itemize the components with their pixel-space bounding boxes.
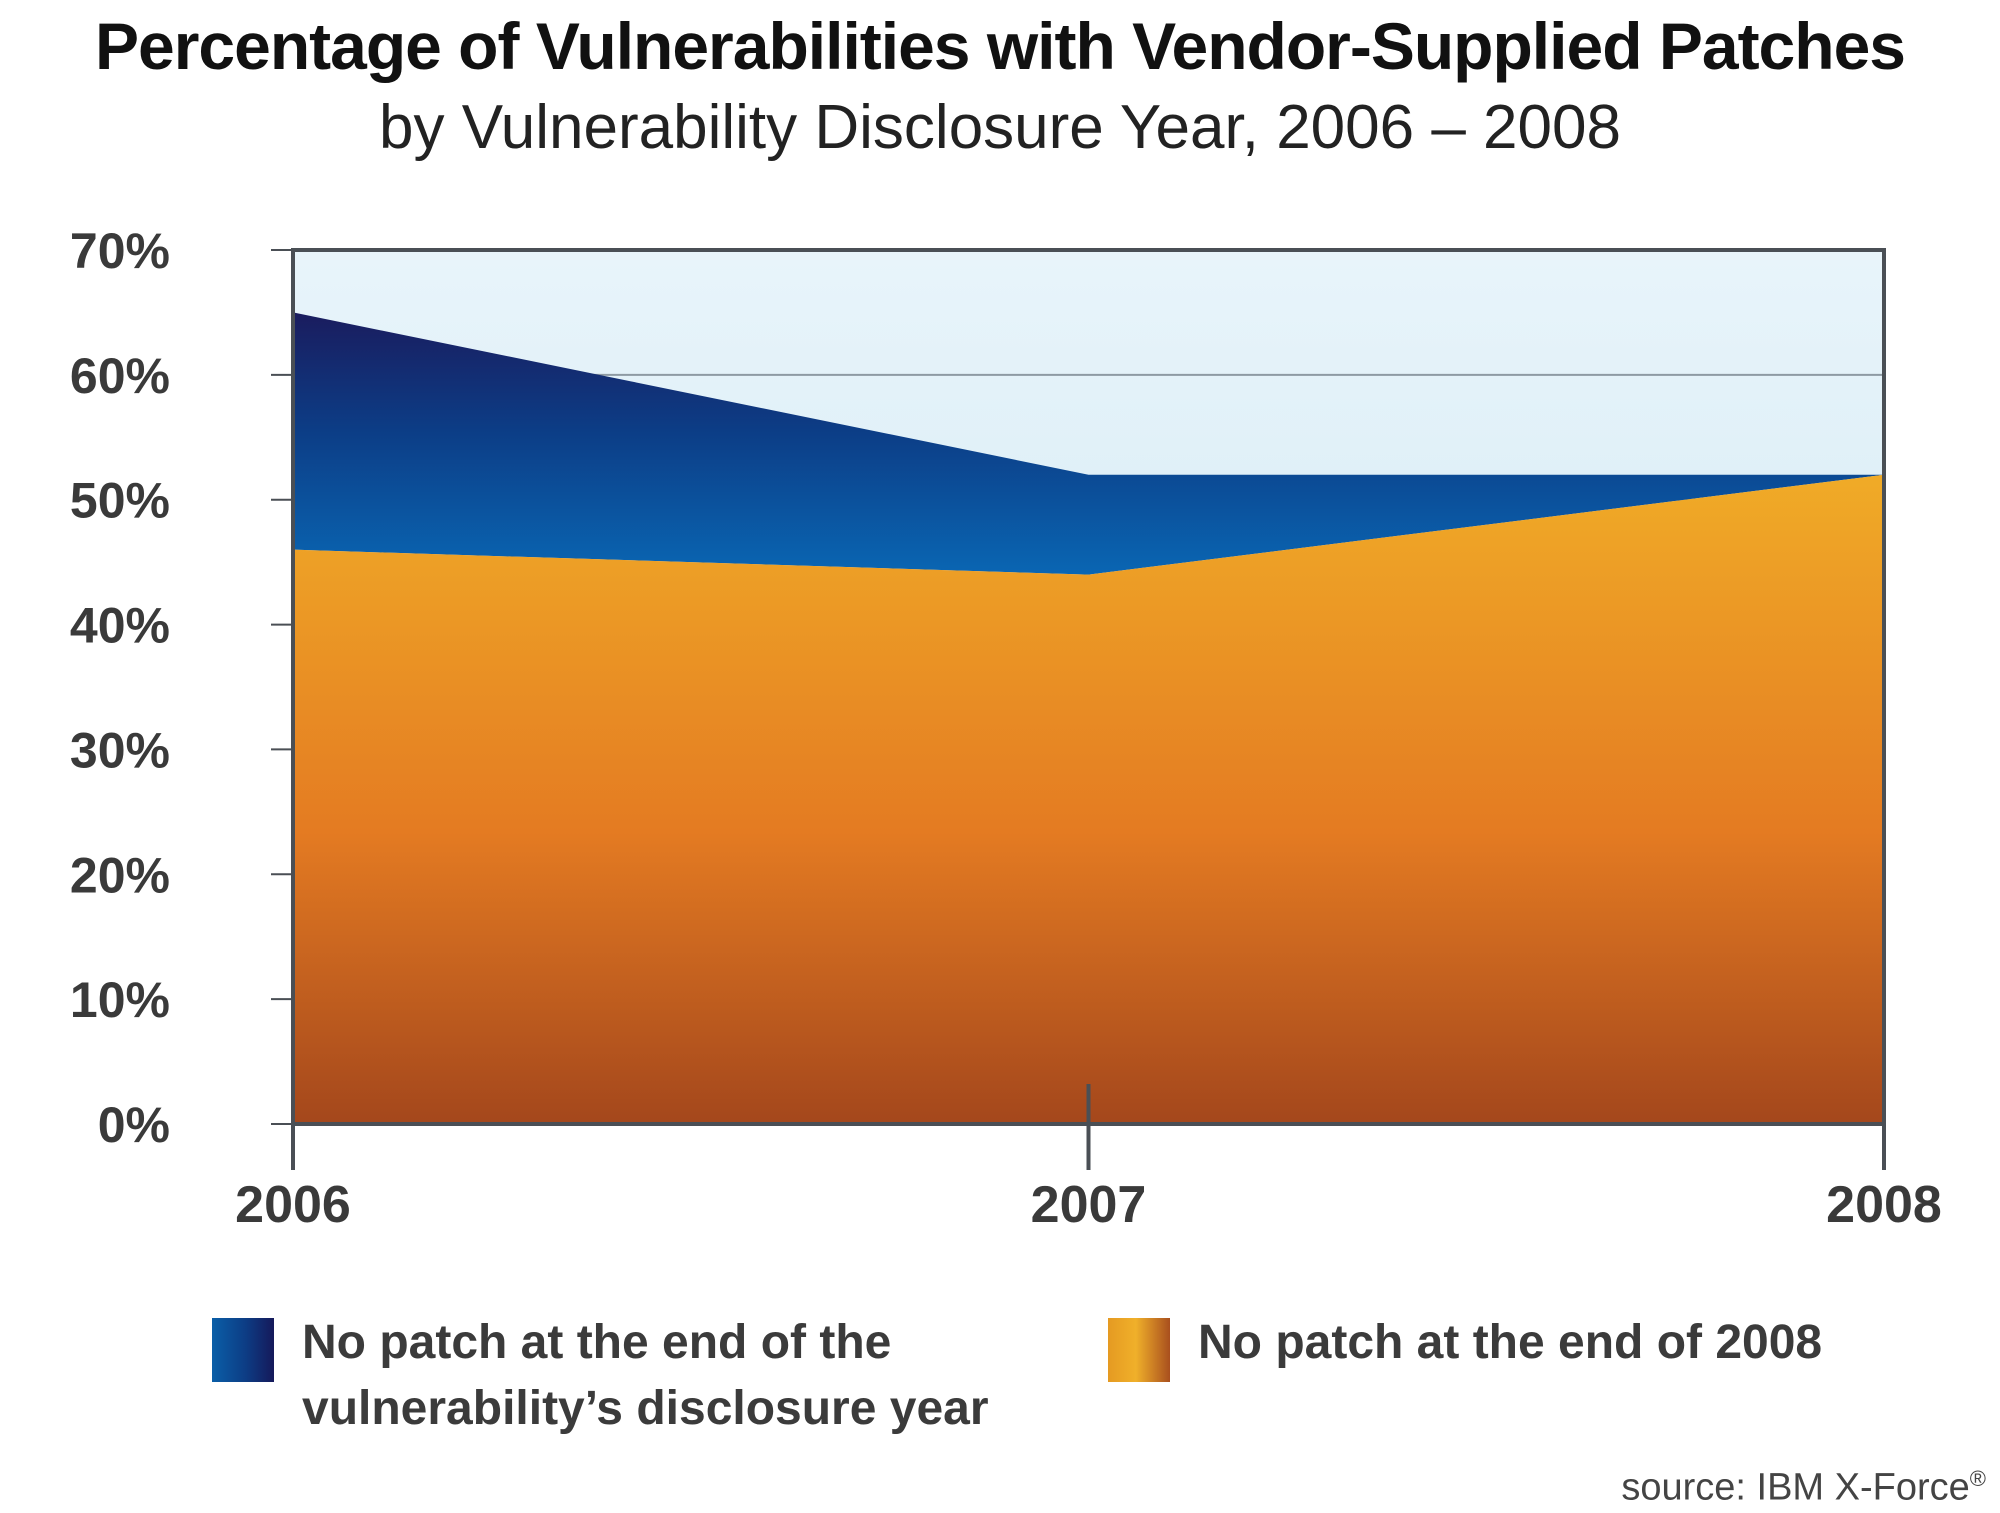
area-series-disclosure-year <box>293 312 1884 575</box>
y-tick-label-0: 0% <box>98 1097 170 1153</box>
x-tick-label-2008: 2008 <box>1826 1176 1942 1234</box>
legend-swatch-blue <box>212 1318 274 1382</box>
chart-subtitle: by Vulnerability Disclosure Year, 2006 –… <box>379 93 1621 162</box>
y-tick-label-20: 20% <box>70 847 170 903</box>
legend-item-blue: No patch at the end of the vulnerability… <box>212 1310 989 1442</box>
registered-mark: ® <box>1969 1466 1986 1491</box>
x-tick-label-2006: 2006 <box>235 1176 351 1234</box>
legend-label-blue-line2: vulnerability’s disclosure year <box>302 1382 989 1435</box>
legend-swatch-orange <box>1108 1318 1170 1382</box>
legend-label-orange: No patch at the end of 2008 <box>1198 1316 1823 1369</box>
x-tick-label-2007: 2007 <box>1031 1176 1147 1234</box>
source-note: source: IBM X-Force® <box>1621 1466 1986 1509</box>
y-tick-label-10: 10% <box>70 972 170 1028</box>
y-tick-label-30: 30% <box>70 722 170 778</box>
chart-title: Percentage of Vulnerabilities with Vendo… <box>95 9 1906 83</box>
y-tick-label-40: 40% <box>70 598 170 654</box>
legend-item-orange: No patch at the end of 2008 <box>1108 1310 1822 1382</box>
y-tick-label-50: 50% <box>70 473 170 529</box>
legend-label-blue-line1: No patch at the end of the <box>302 1316 892 1369</box>
y-tick-label-60: 60% <box>70 348 170 404</box>
y-tick-label-70: 70% <box>70 223 170 279</box>
area-series-end-2008 <box>293 474 1884 1124</box>
